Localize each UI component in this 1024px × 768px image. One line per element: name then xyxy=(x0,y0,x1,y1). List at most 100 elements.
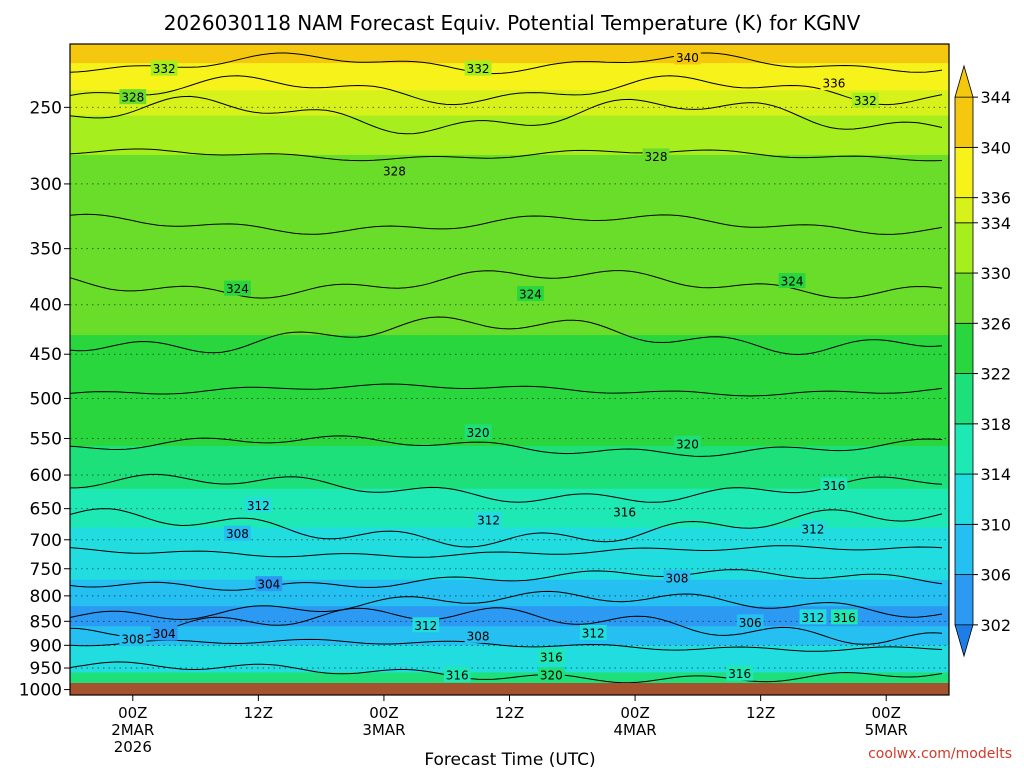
y-tick-label: 600 xyxy=(30,466,62,486)
theta-e-contour xyxy=(69,270,943,299)
contour-label: 328 xyxy=(642,148,670,164)
colorbar-label: 306 xyxy=(980,566,1011,585)
contour-label-text: 332 xyxy=(467,62,490,76)
x-tick-label: 2026 xyxy=(114,738,152,756)
contour-label: 328 xyxy=(380,163,408,179)
contour-label-text: 324 xyxy=(781,274,804,288)
colorbar-label: 302 xyxy=(980,616,1011,635)
colorbar-swatch xyxy=(954,322,974,374)
grid xyxy=(70,106,949,691)
contour-label-text: 308 xyxy=(121,633,144,647)
contour-label-bg xyxy=(673,49,701,65)
contour-label-bg xyxy=(255,576,283,592)
contour-label-text: 332 xyxy=(153,62,176,76)
contour-label-text: 320 xyxy=(540,669,563,683)
colorbar: 302 306 310 314 318 322 326 330 334 336 340 344 xyxy=(954,64,1011,658)
contour-label: 324 xyxy=(517,286,544,302)
contour-label-text: 308 xyxy=(467,629,490,643)
contour-label-text: 308 xyxy=(226,527,249,541)
contour-label-bg xyxy=(820,75,848,91)
contour-label: 320 xyxy=(464,424,492,440)
contour-label: 320 xyxy=(673,435,701,451)
contour-label-text: 328 xyxy=(383,165,406,179)
chart-title: 2026030118 NAM Forecast Equiv. Potential… xyxy=(164,11,861,35)
pressure-axis: 250 300 350 400 450 500 550 600 650 700 750 800 850 9… xyxy=(19,98,70,701)
theta-e-contour xyxy=(69,661,943,684)
contour-label-text: 328 xyxy=(645,150,668,164)
contour-label-bg xyxy=(119,631,147,647)
colorbar-label: 326 xyxy=(980,314,1011,333)
contour-label-bg xyxy=(443,667,471,683)
contour-label: 308 xyxy=(663,570,691,586)
colorbar-swatch xyxy=(954,222,974,274)
colorbar-swatch xyxy=(954,272,974,324)
y-tick-label: 750 xyxy=(30,560,62,580)
x-tick-label: 12Z xyxy=(746,704,775,722)
colorbar-swatch xyxy=(954,523,974,576)
contour-label-text: 312 xyxy=(477,514,500,528)
contour-label: 340 xyxy=(673,49,701,65)
contour-label-bg xyxy=(412,617,440,633)
contour-label: 320 xyxy=(537,667,565,683)
contour-label-bg xyxy=(464,627,492,643)
contour-label: 312 xyxy=(475,512,502,528)
contour-lines xyxy=(69,52,943,684)
contour-label-text: 316 xyxy=(613,505,636,519)
contour-label-text: 306 xyxy=(739,616,762,630)
colorbar-label: 344 xyxy=(980,88,1011,107)
contour-label-text: 328 xyxy=(121,91,144,105)
contour-label-bg xyxy=(830,609,858,625)
y-tick-label: 900 xyxy=(30,636,62,656)
contour-label-text: 324 xyxy=(519,288,542,302)
theta-e-contour xyxy=(69,383,943,397)
x-tick-label: 12Z xyxy=(495,704,524,722)
contour-label-bg xyxy=(799,520,827,536)
contour-label-text: 316 xyxy=(540,650,563,664)
contour-label-bg xyxy=(150,60,178,76)
contour-label-bg xyxy=(517,286,544,302)
contour-label: 316 xyxy=(726,665,754,681)
contour-label-text: 336 xyxy=(822,77,845,91)
contour-label-bg xyxy=(579,625,607,641)
theta-e-contour xyxy=(69,473,943,503)
contour-label: 312 xyxy=(799,520,827,536)
colorbar-label: 334 xyxy=(980,214,1011,233)
contour-label-bg xyxy=(380,163,408,179)
contour-label: 332 xyxy=(464,60,492,76)
y-tick-label: 550 xyxy=(30,429,62,449)
contour-label: 312 xyxy=(799,609,827,625)
contour-label-text: 332 xyxy=(854,94,877,108)
colorbar-label: 314 xyxy=(980,465,1011,484)
x-tick-label: 3MAR xyxy=(362,721,405,739)
y-tick-label: 350 xyxy=(30,240,62,260)
theta-e-band xyxy=(70,579,949,607)
colorbar-top-arrow xyxy=(954,64,974,98)
contour-label: 304 xyxy=(255,576,283,592)
y-tick-label: 450 xyxy=(30,345,62,365)
x-tick-label: 12Z xyxy=(244,704,273,722)
contour-label-bg xyxy=(464,60,492,76)
contour-label-bg xyxy=(778,272,806,288)
contour-label-bg xyxy=(611,503,639,519)
contour-label-bg xyxy=(475,512,502,528)
contour-label: 312 xyxy=(579,625,607,641)
theta-e-contour xyxy=(69,569,943,591)
contour-label-text: 324 xyxy=(226,282,249,296)
contour-label: 316 xyxy=(443,667,471,683)
contour-label-text: 316 xyxy=(833,611,856,625)
contour-label-text: 320 xyxy=(467,426,490,440)
contour-label-text: 312 xyxy=(802,611,825,625)
contour-label: 316 xyxy=(537,648,565,664)
contour-label-bg xyxy=(150,625,178,641)
contour-label-text: 308 xyxy=(665,572,688,586)
contour-label: 324 xyxy=(224,280,251,296)
contour-label: 316 xyxy=(820,477,848,493)
x-tick-label: 4MAR xyxy=(613,721,656,739)
contour-labels: 332 332 340 336 332 328 328 328 324 324 324 320 320 3… xyxy=(119,49,879,683)
theta-e-band xyxy=(70,645,949,673)
contour-label: 304 xyxy=(150,625,178,641)
contour-label: 332 xyxy=(150,60,178,76)
contour-label: 324 xyxy=(778,272,806,288)
theta-e-band xyxy=(70,283,949,336)
contour-label: 328 xyxy=(119,89,147,105)
